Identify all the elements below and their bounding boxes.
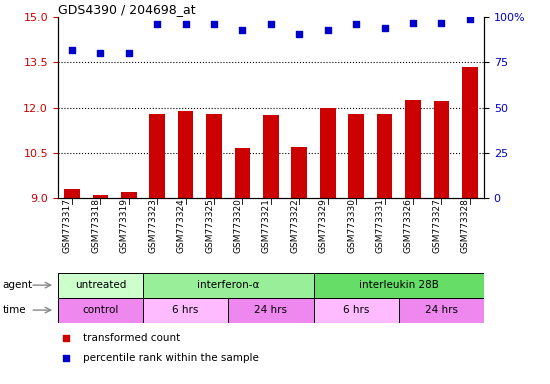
Point xyxy=(96,50,104,56)
Bar xyxy=(143,298,228,323)
Bar xyxy=(314,273,484,298)
Point xyxy=(437,20,446,26)
Point xyxy=(295,30,304,36)
Point xyxy=(465,16,474,22)
Bar xyxy=(292,147,307,198)
Text: GSM773328: GSM773328 xyxy=(461,198,470,253)
Point xyxy=(68,47,76,53)
Point xyxy=(266,22,275,28)
Text: untreated: untreated xyxy=(75,280,126,290)
Text: 6 hrs: 6 hrs xyxy=(343,305,369,315)
Point xyxy=(409,20,417,26)
Bar xyxy=(377,114,392,198)
Text: GSM773327: GSM773327 xyxy=(432,198,441,253)
Text: GSM773324: GSM773324 xyxy=(177,198,186,253)
Bar xyxy=(399,298,484,323)
Point xyxy=(323,27,332,33)
Bar xyxy=(178,111,194,198)
Text: GSM773318: GSM773318 xyxy=(91,198,100,253)
Text: 6 hrs: 6 hrs xyxy=(173,305,199,315)
Text: GSM773325: GSM773325 xyxy=(205,198,214,253)
Text: GSM773317: GSM773317 xyxy=(63,198,72,253)
Bar xyxy=(206,114,222,198)
Text: percentile rank within the sample: percentile rank within the sample xyxy=(84,353,259,363)
Bar xyxy=(348,114,364,198)
Bar xyxy=(150,114,165,198)
Point xyxy=(352,22,361,28)
Text: GSM773329: GSM773329 xyxy=(318,198,328,253)
Text: GSM773321: GSM773321 xyxy=(262,198,271,253)
Text: agent: agent xyxy=(3,280,33,290)
Text: 24 hrs: 24 hrs xyxy=(254,305,287,315)
Point xyxy=(62,355,70,361)
Text: 24 hrs: 24 hrs xyxy=(425,305,458,315)
Point xyxy=(182,22,190,28)
Point xyxy=(124,50,133,56)
Point xyxy=(153,22,162,28)
Text: GSM773326: GSM773326 xyxy=(404,198,413,253)
Text: GSM773330: GSM773330 xyxy=(347,198,356,253)
Bar xyxy=(314,298,399,323)
Text: GSM773320: GSM773320 xyxy=(233,198,243,253)
Text: interferon-α: interferon-α xyxy=(197,280,260,290)
Bar xyxy=(263,115,279,198)
Text: GSM773319: GSM773319 xyxy=(120,198,129,253)
Text: time: time xyxy=(3,305,26,315)
Text: GSM773331: GSM773331 xyxy=(376,198,384,253)
Bar xyxy=(121,192,136,198)
Point xyxy=(380,25,389,31)
Text: GSM773322: GSM773322 xyxy=(290,198,299,253)
Bar xyxy=(228,298,314,323)
Text: interleukin 28B: interleukin 28B xyxy=(359,280,439,290)
Point xyxy=(238,27,247,33)
Bar xyxy=(433,101,449,198)
Point xyxy=(210,22,218,28)
Bar xyxy=(58,298,143,323)
Point xyxy=(62,335,70,341)
Text: GSM773323: GSM773323 xyxy=(148,198,157,253)
Bar xyxy=(235,148,250,198)
Text: control: control xyxy=(82,305,119,315)
Bar xyxy=(320,108,336,198)
Bar xyxy=(462,67,477,198)
Bar xyxy=(64,189,80,198)
Text: transformed count: transformed count xyxy=(84,333,180,343)
Bar xyxy=(143,273,314,298)
Bar xyxy=(405,100,421,198)
Bar xyxy=(92,195,108,198)
Bar xyxy=(58,273,143,298)
Text: GDS4390 / 204698_at: GDS4390 / 204698_at xyxy=(58,3,195,16)
